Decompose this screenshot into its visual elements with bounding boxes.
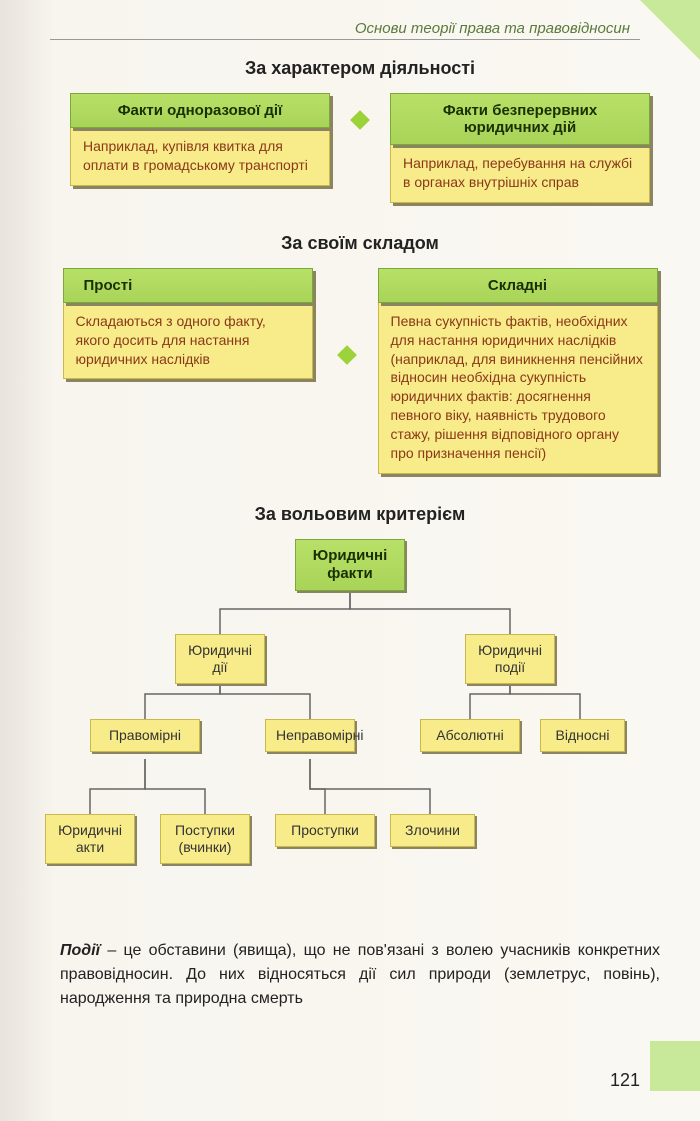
card-complex: Складні Певна сукупність фактів, необхід… xyxy=(378,268,658,474)
corner-decoration-bottom xyxy=(650,1041,700,1091)
card-header: Складні xyxy=(378,268,658,303)
tree-node-deeds: Поступки (вчинки) xyxy=(160,814,250,864)
tree-node-events: Юридичні події xyxy=(465,634,555,684)
section1-row: Факти одноразової дії Наприклад, купівля… xyxy=(50,93,670,203)
page-number: 121 xyxy=(610,1070,640,1091)
card-body: Складаються з одного факту, якого досить… xyxy=(63,301,313,380)
tree-node-crimes: Злочини xyxy=(390,814,475,847)
diamond-connector-icon xyxy=(350,110,370,130)
paragraph-lead: Події xyxy=(60,942,100,959)
tree-node-relative: Відносні xyxy=(540,719,625,752)
tree-diagram: Юридичні факти Юридичні дії Юридичні под… xyxy=(50,539,670,919)
paragraph-rest: – це обставини (явища), що не пов'язані … xyxy=(60,942,660,1007)
chapter-title: Основи теорії права та правовідносин xyxy=(50,20,670,37)
card-single-action: Факти одноразової дії Наприклад, купівля… xyxy=(70,93,330,203)
tree-node-absolute: Абсолютні xyxy=(420,719,520,752)
tree-node-legal-acts: Юридичні акти xyxy=(45,814,135,864)
diamond-connector-icon xyxy=(337,345,357,365)
card-body: Певна сукупність фактів, необхідних для … xyxy=(378,301,658,474)
section2-row: Прості Складаються з одного факту, якого… xyxy=(50,268,670,474)
header-rule xyxy=(50,39,640,40)
card-continuous-action: Факти безперервних юридичних дій Наприкл… xyxy=(390,93,650,203)
card-header: Факти безперервних юридичних дій xyxy=(390,93,650,145)
tree-node-unlawful: Неправомірні xyxy=(265,719,355,752)
body-paragraph: Події – це обставини (явища), що не пов'… xyxy=(50,939,670,1011)
card-header: Прості xyxy=(63,268,313,303)
card-header: Факти одноразової дії xyxy=(70,93,330,128)
card-body: Наприклад, купівля квитка для оплати в г… xyxy=(70,126,330,186)
section3-title: За вольовим критерієм xyxy=(50,504,670,525)
section1-title: За характером діяльності xyxy=(50,58,670,79)
tree-node-lawful: Правомірні xyxy=(90,719,200,752)
page-container: Основи теорії права та правовідносин За … xyxy=(0,0,700,1121)
card-simple: Прості Складаються з одного факту, якого… xyxy=(63,268,313,474)
tree-node-actions: Юридичні дії xyxy=(175,634,265,684)
tree-root-node: Юридичні факти xyxy=(295,539,405,591)
card-body: Наприклад, перебування на службі в орган… xyxy=(390,143,650,203)
tree-node-misdemeanors: Проступки xyxy=(275,814,375,847)
section2-title: За своїм складом xyxy=(50,233,670,254)
